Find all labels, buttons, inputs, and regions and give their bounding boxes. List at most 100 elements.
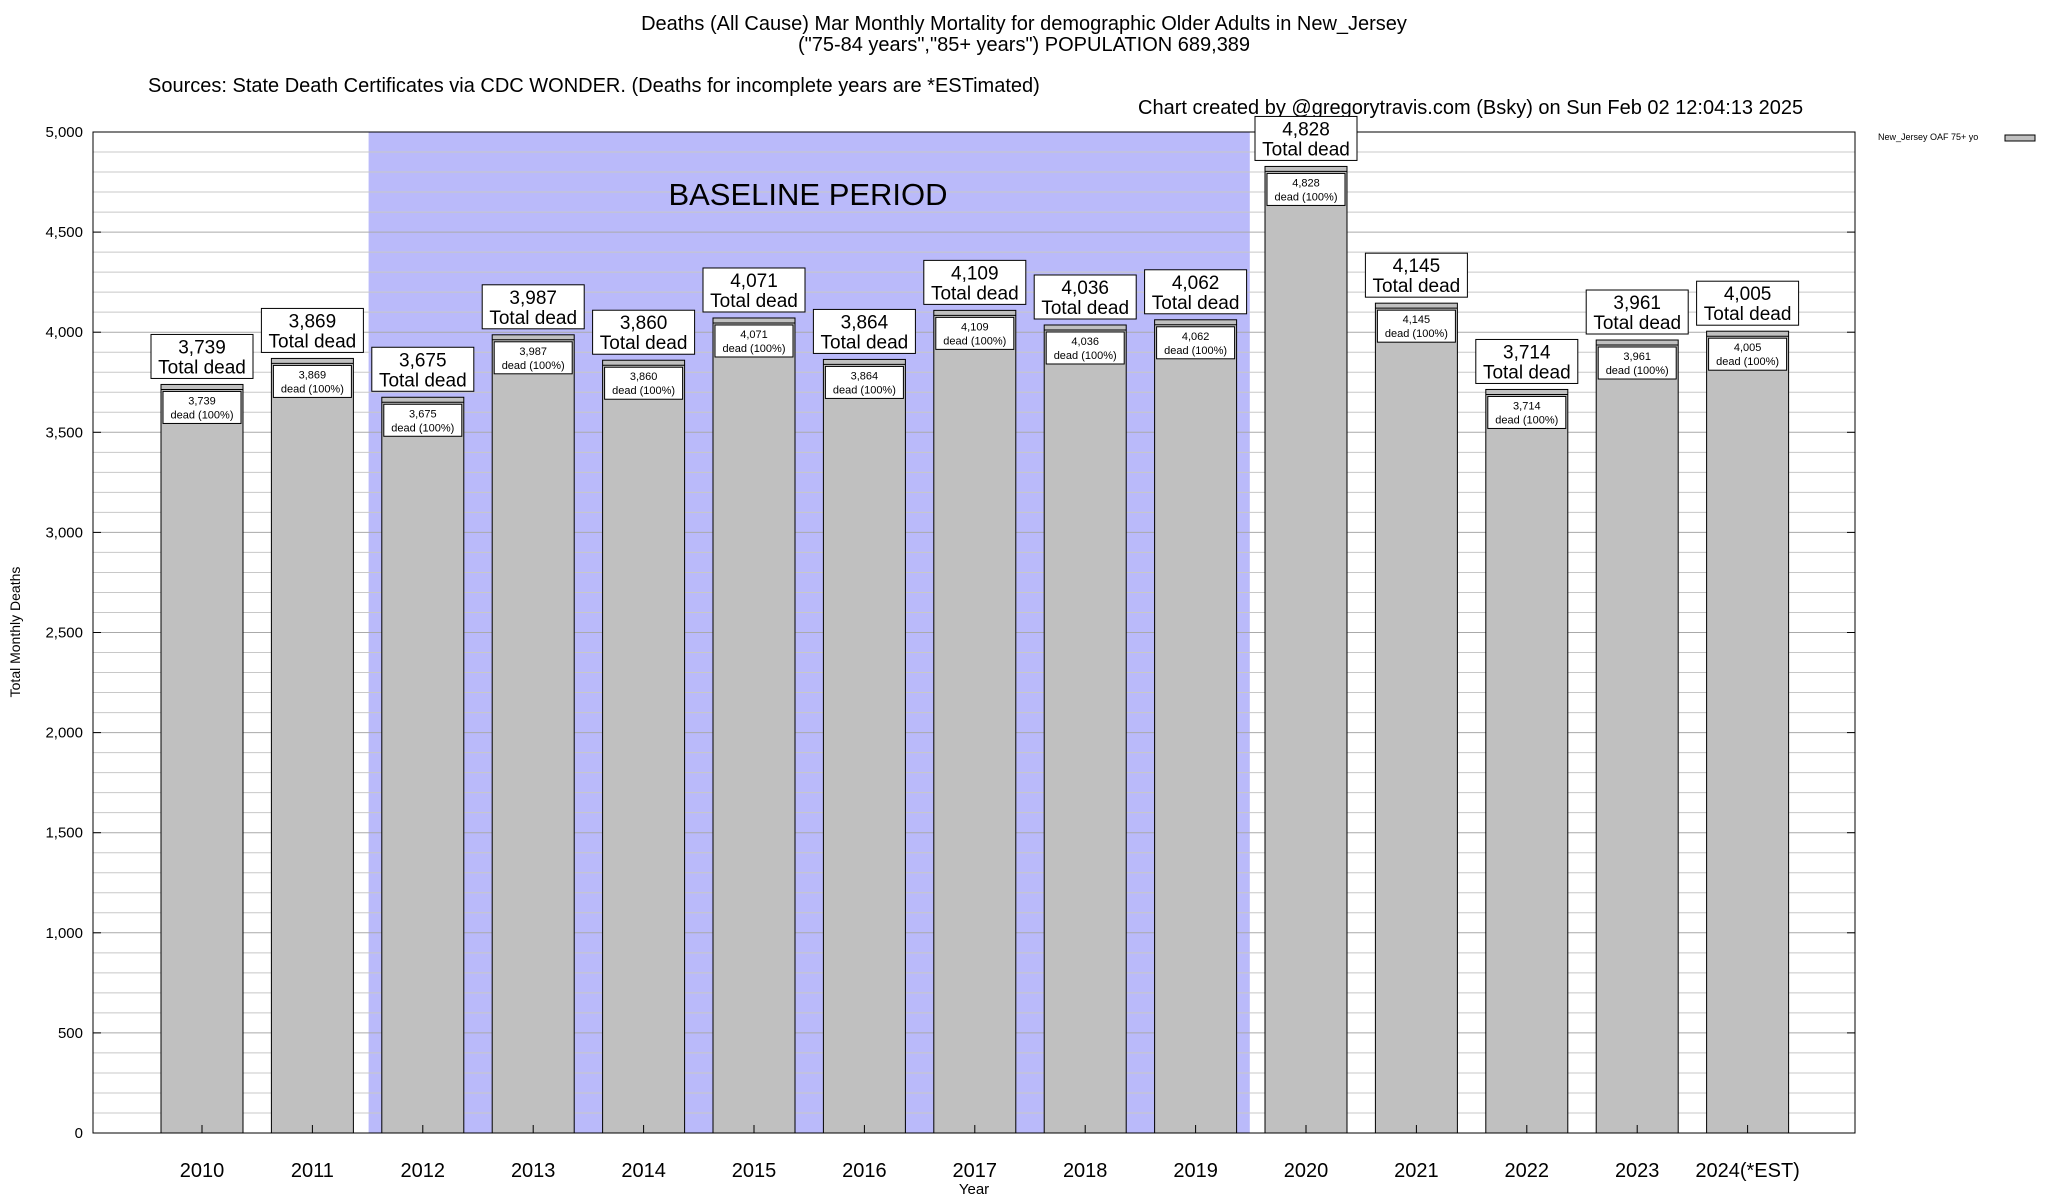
inner-label-box — [1708, 337, 1788, 371]
x-tick-label: 2016 — [842, 1160, 887, 1182]
total-label-box — [1254, 115, 1358, 161]
x-axis: 2010 2011 2012 2013 2014 2015 2016 2017 2018 2019… — [180, 1125, 1800, 1182]
total-suffix-label: Total dead — [931, 283, 1019, 304]
inner-percent-label: dead (100%) — [171, 409, 234, 421]
y-tick-label: 2,500 — [45, 625, 83, 642]
inner-value-label: 3,714 — [1513, 400, 1541, 412]
total-suffix-label: Total dead — [379, 370, 467, 391]
inner-label-box — [935, 316, 1015, 350]
y-tick-label: 0 — [75, 1125, 83, 1142]
total-label-box — [702, 267, 806, 313]
x-tick-label: 2017 — [953, 1160, 998, 1182]
x-tick-label: 2011 — [291, 1160, 334, 1182]
bar — [1264, 165, 1348, 1134]
inner-value-label: 3,739 — [188, 395, 216, 407]
total-value-label: 4,828 — [1282, 119, 1330, 140]
inner-percent-label: dead (100%) — [1716, 356, 1779, 368]
x-tick-label: 2021 — [1394, 1160, 1439, 1182]
total-value-label: 3,864 — [841, 312, 889, 333]
total-value-label: 4,005 — [1724, 284, 1772, 305]
bar — [822, 358, 906, 1134]
inner-value-label: 4,071 — [740, 329, 768, 341]
inner-label-box — [1376, 309, 1456, 343]
inner-label-box — [1156, 326, 1236, 360]
total-suffix-label: Total dead — [1041, 298, 1129, 319]
total-suffix-label: Total dead — [710, 291, 798, 312]
total-suffix-label: Total dead — [1262, 139, 1350, 160]
inner-label-box — [604, 366, 684, 400]
total-suffix-label: Total dead — [600, 333, 688, 354]
inner-percent-label: dead (100%) — [1275, 191, 1338, 203]
total-label-box — [592, 309, 696, 355]
bars-layer: 3,739 dead (100%) 3,739 Total dead 3,869 dead… — [150, 115, 1800, 1134]
baseline-annotation: BASELINE PERIOD — [668, 177, 947, 212]
bar — [1374, 302, 1458, 1134]
x-axis-label: Year — [959, 1181, 989, 1198]
total-label-box — [923, 259, 1027, 305]
y-axis: 0 500 1,000 1,500 2,000 2,500 3,000 3,500 4,000 4… — [45, 124, 1855, 1142]
y-tick-label: 5,000 — [45, 124, 83, 141]
bar — [1485, 388, 1569, 1134]
bar — [491, 334, 575, 1134]
inner-label-box — [714, 324, 794, 358]
total-label-box — [481, 284, 585, 330]
total-value-label: 3,714 — [1503, 342, 1551, 363]
bar — [1595, 339, 1679, 1134]
inner-percent-label: dead (100%) — [1164, 345, 1227, 357]
inner-percent-label: dead (100%) — [391, 422, 454, 434]
total-label-box — [371, 346, 475, 392]
inner-label-box — [272, 364, 352, 398]
total-value-label: 3,961 — [1613, 293, 1661, 314]
x-tick-label: 2023 — [1615, 1160, 1660, 1182]
inner-value-label: 4,145 — [1403, 314, 1431, 326]
chart-title: Deaths (All Cause) Mar Monthly Mortality… — [641, 13, 1407, 35]
total-suffix-label: Total dead — [1373, 276, 1461, 297]
total-label-box — [812, 308, 916, 354]
inner-percent-label: dead (100%) — [943, 335, 1006, 347]
x-tick-label: 2015 — [732, 1160, 777, 1182]
total-label-box — [260, 307, 364, 353]
bar — [712, 317, 796, 1134]
inner-label-box — [1266, 172, 1346, 206]
bar — [602, 359, 686, 1134]
y-tick-label: 1,500 — [45, 825, 83, 842]
inner-value-label: 3,987 — [519, 346, 547, 358]
inner-label-box — [383, 403, 463, 437]
inner-label-box — [1597, 346, 1677, 380]
bar — [381, 396, 465, 1134]
inner-value-label: 4,109 — [961, 321, 989, 333]
total-value-label: 3,675 — [399, 350, 447, 371]
legend-swatch — [2004, 134, 2036, 142]
y-tick-label: 1,000 — [45, 925, 83, 942]
x-tick-label: 2014 — [621, 1160, 666, 1182]
total-value-label: 4,109 — [951, 263, 999, 284]
total-label-box — [1364, 252, 1468, 298]
y-tick-label: 3,000 — [45, 524, 83, 541]
total-value-label: 4,071 — [730, 271, 778, 292]
chart-sources-line: Sources: State Death Certificates via CD… — [0, 53, 2048, 119]
total-label-box — [1475, 338, 1579, 384]
legend-label: New_Jersey OAF 75+ yo — [1878, 132, 1978, 142]
inner-label-box — [162, 390, 242, 424]
total-suffix-label: Total dead — [1593, 313, 1681, 334]
x-tick-label: 2012 — [401, 1160, 446, 1182]
y-tick-label: 2,000 — [45, 725, 83, 742]
total-suffix-label: Total dead — [821, 332, 909, 353]
bar — [270, 357, 354, 1134]
total-label-box — [1033, 274, 1137, 320]
inner-percent-label: dead (100%) — [281, 383, 344, 395]
inner-value-label: 3,869 — [299, 369, 327, 381]
inner-value-label: 3,860 — [630, 371, 658, 383]
chart-sources: Sources: State Death Certificates via CD… — [148, 75, 1040, 97]
total-value-label: 3,987 — [509, 288, 557, 309]
total-value-label: 3,739 — [178, 337, 226, 358]
bar — [1154, 319, 1238, 1134]
total-suffix-label: Total dead — [489, 308, 577, 329]
bar — [933, 309, 1017, 1134]
x-tick-label: 2018 — [1063, 1160, 1108, 1182]
inner-value-label: 4,062 — [1182, 331, 1210, 343]
x-tick-label: 2013 — [511, 1160, 556, 1182]
total-label-box — [1585, 289, 1689, 335]
total-value-label: 4,062 — [1172, 273, 1220, 294]
